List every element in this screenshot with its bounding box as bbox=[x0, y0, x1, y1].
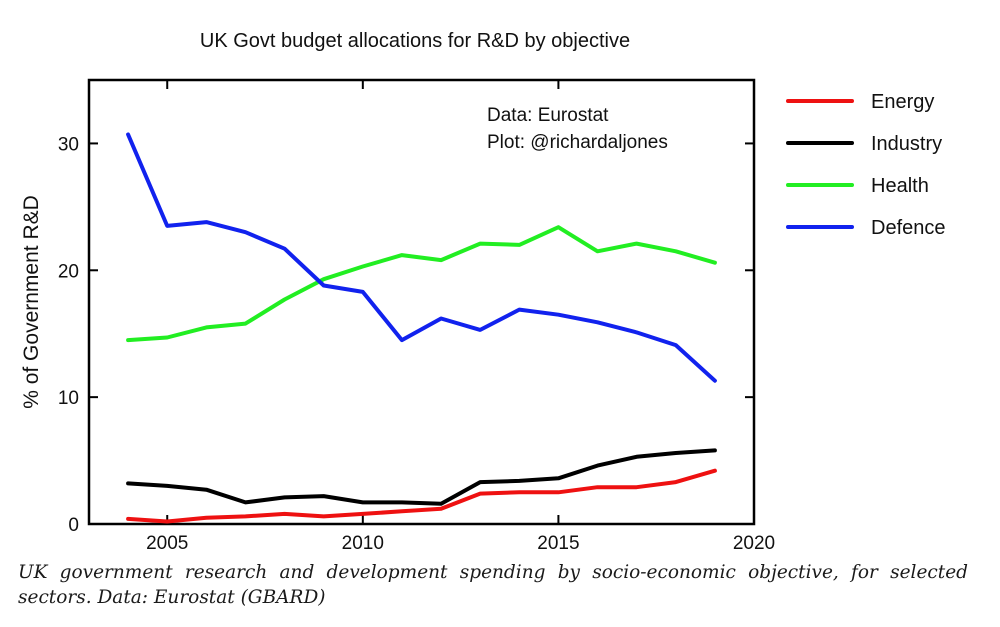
series-line-defence bbox=[126, 132, 717, 383]
series-line-health bbox=[126, 225, 717, 343]
legend-label-defence: Defence bbox=[871, 217, 946, 239]
legend: Energy Industry Health Defence bbox=[786, 91, 946, 239]
x-tick-label: 2015 bbox=[537, 533, 579, 554]
y-tick-label: 0 bbox=[68, 515, 79, 536]
legend-label-industry: Industry bbox=[871, 133, 942, 155]
y-axis-label: % of Government R&D bbox=[20, 195, 43, 409]
chart: UK Govt budget allocations for R&D by ob… bbox=[20, 30, 946, 554]
series-line-energy bbox=[126, 468, 717, 524]
x-tick-label: 2010 bbox=[342, 533, 384, 554]
y-axis: 0 10 20 30 bbox=[58, 134, 754, 536]
data-source-note: Data: Eurostat bbox=[487, 105, 609, 126]
plot-credit-note: Plot: @richardaljones bbox=[487, 132, 668, 153]
series-line-industry bbox=[126, 448, 717, 506]
x-axis: 2005 2010 2015 2020 bbox=[146, 80, 775, 554]
legend-label-energy: Energy bbox=[871, 91, 934, 113]
y-tick-label: 10 bbox=[58, 388, 79, 409]
y-tick-label: 30 bbox=[58, 134, 79, 155]
chart-title: UK Govt budget allocations for R&D by ob… bbox=[200, 30, 630, 52]
y-tick-label: 20 bbox=[58, 261, 79, 282]
plot-lines bbox=[126, 132, 717, 524]
x-tick-label: 2020 bbox=[733, 533, 775, 554]
figure-caption: UK government research and development s… bbox=[18, 562, 968, 608]
legend-label-health: Health bbox=[871, 175, 929, 197]
plot-frame bbox=[87, 78, 756, 526]
x-tick-label: 2005 bbox=[146, 533, 188, 554]
